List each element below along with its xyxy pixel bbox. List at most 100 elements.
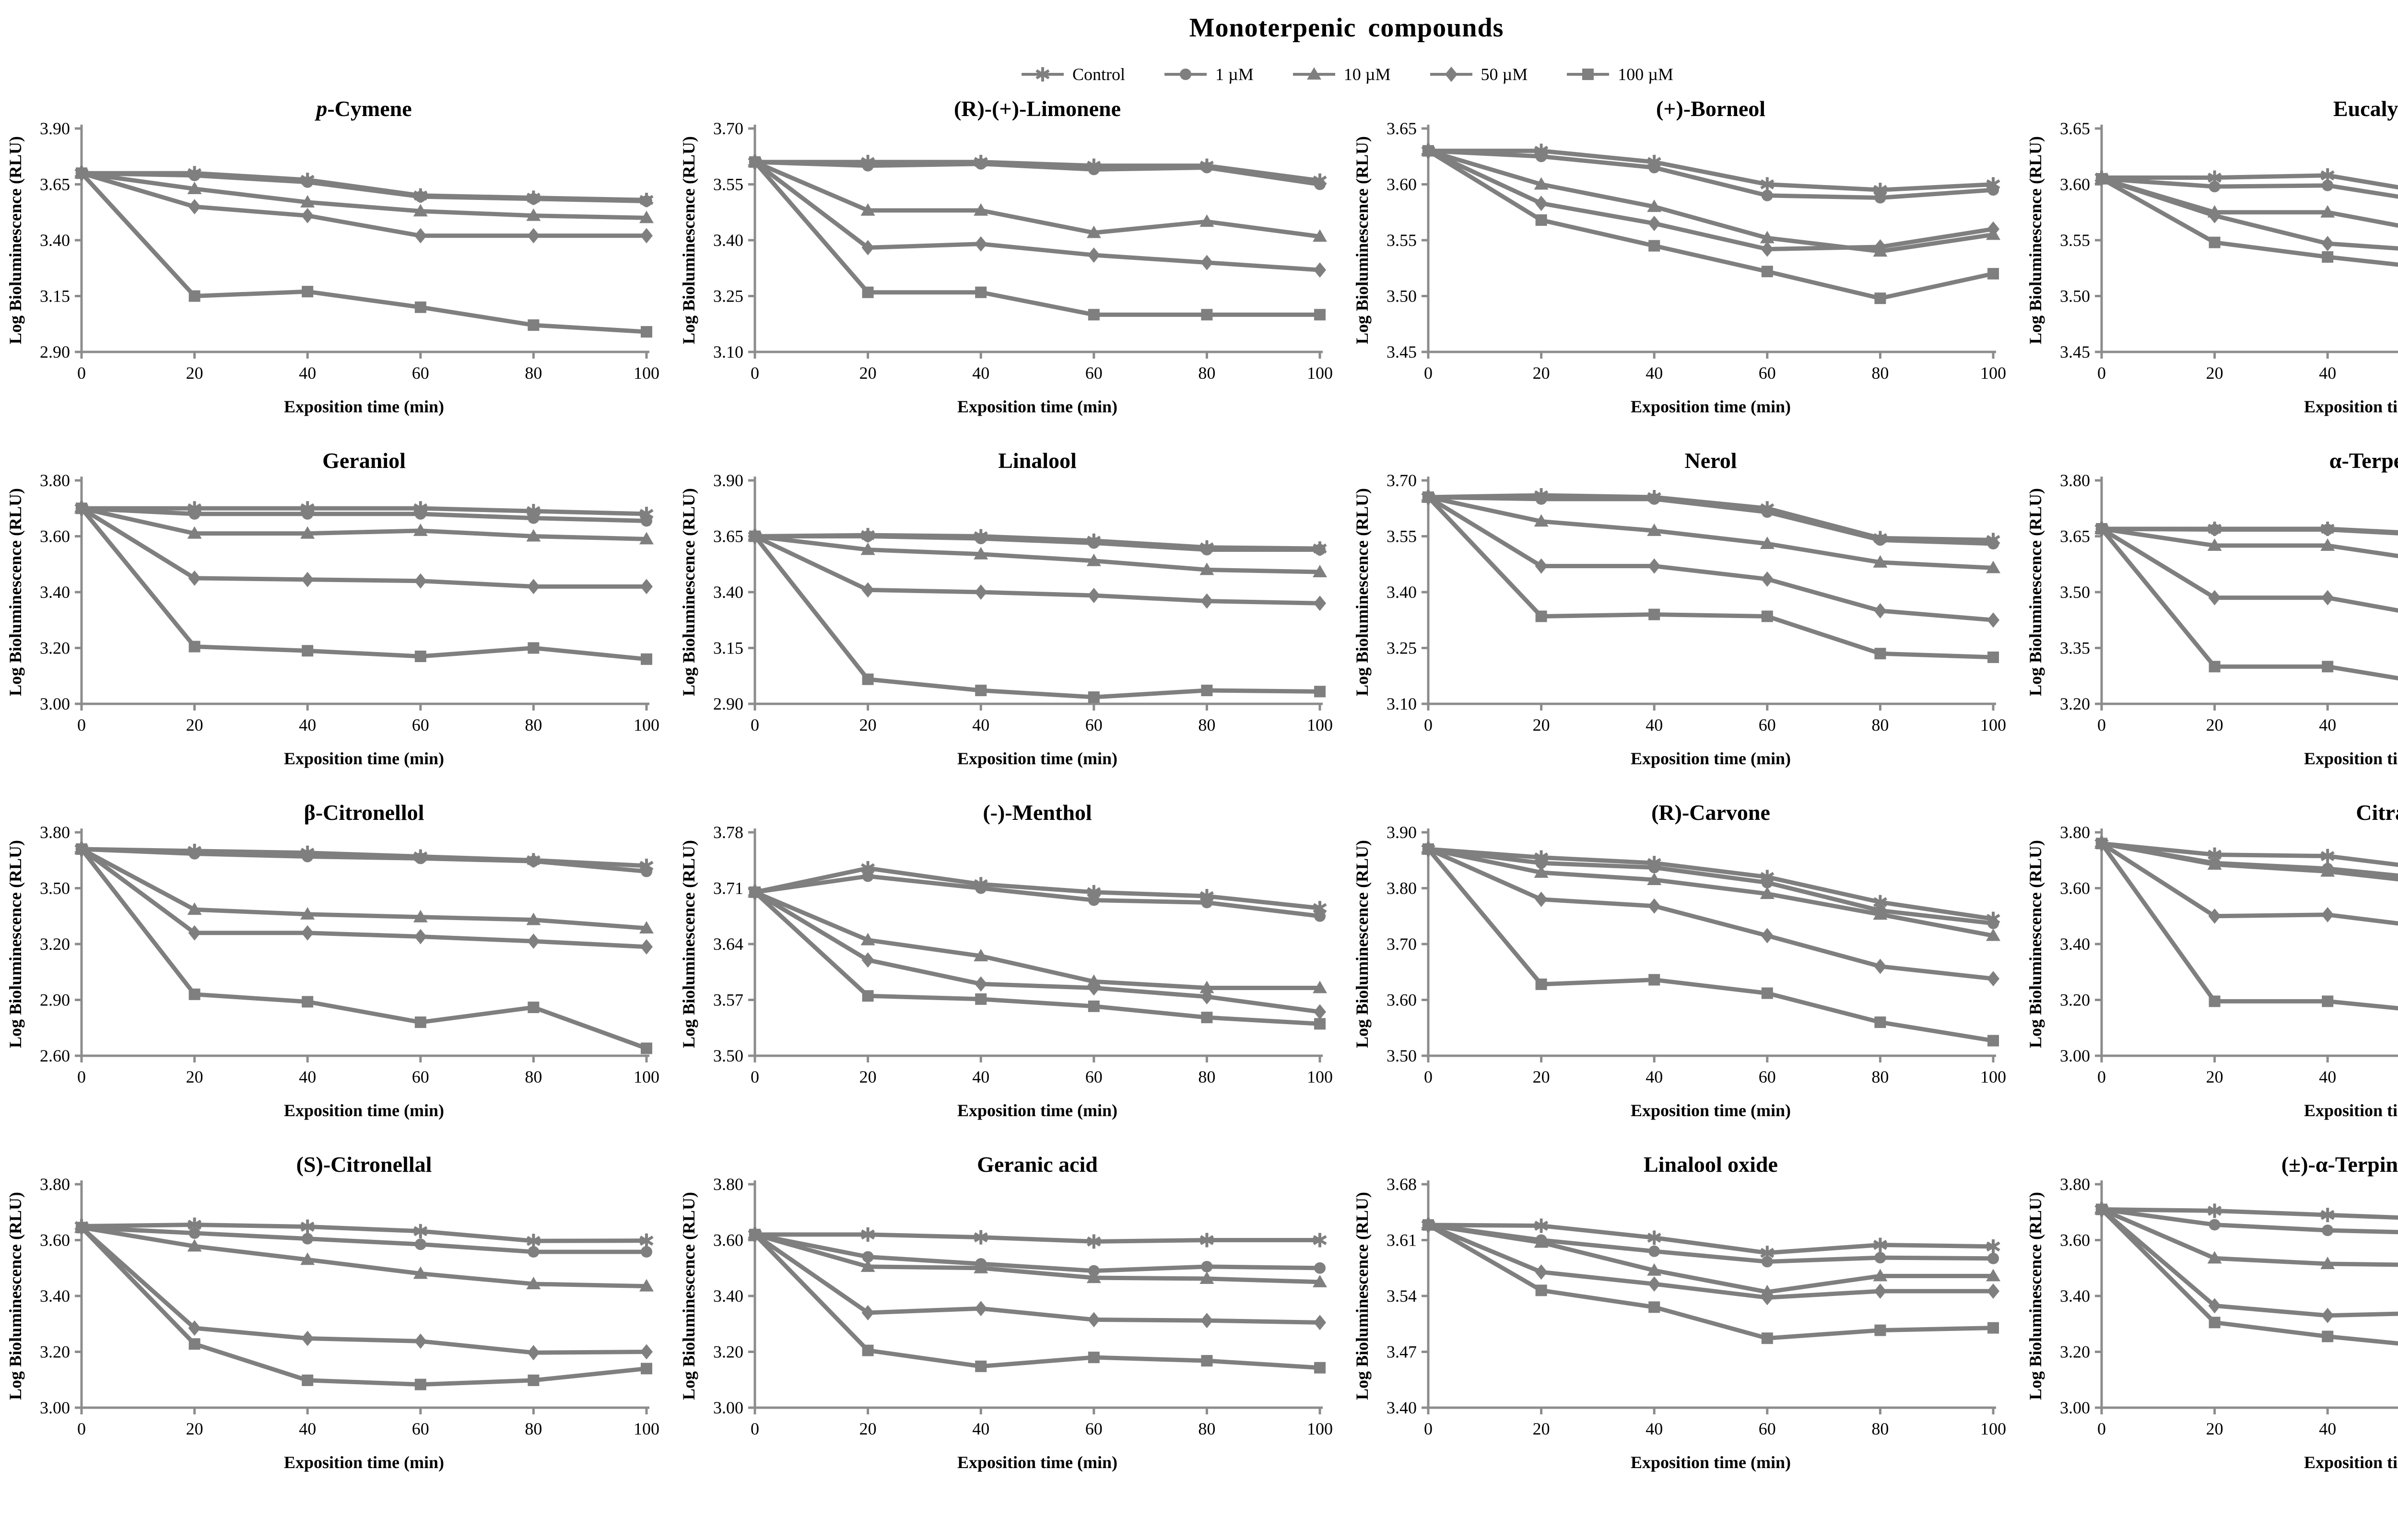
- chart-citral: Citral3.003.203.403.603.80020406080100Lo…: [2020, 797, 2398, 1149]
- x-tick-label: 20: [186, 363, 203, 383]
- diamond-marker-icon: [1200, 1313, 1213, 1329]
- triangle-marker-icon: [300, 526, 315, 539]
- square-marker-icon: [1582, 69, 1594, 80]
- x-tick-label: 20: [2206, 363, 2223, 383]
- circle-marker-icon: [1987, 917, 1999, 929]
- y-tick-label: 3.65: [713, 527, 743, 546]
- y-axis-label: Log Bioluminescence (RLU): [2026, 488, 2045, 696]
- circle-marker-icon: [2322, 1225, 2334, 1237]
- star-marker-icon: [1760, 177, 1775, 192]
- y-tick-label: 3.25: [713, 287, 743, 306]
- diamond-marker-icon: [975, 976, 987, 992]
- y-tick-label: 3.60: [713, 1231, 743, 1250]
- x-tick-label: 20: [186, 1419, 203, 1438]
- circle-marker-icon: [1761, 1256, 1773, 1268]
- circle-marker-icon: [1987, 1252, 1999, 1264]
- triangle-marker-icon: [1199, 980, 1214, 993]
- series-50-m: [1422, 489, 1999, 628]
- y-tick-label: 3.60: [1387, 991, 1417, 1010]
- triangle-marker-icon: [1986, 928, 2000, 941]
- circle-marker-icon: [1535, 857, 1547, 869]
- x-tick-label: 80: [1198, 1419, 1215, 1438]
- circle-marker-icon: [1314, 1262, 1326, 1274]
- diamond-marker-icon: [188, 925, 201, 941]
- diamond-marker-icon: [2321, 1307, 2334, 1323]
- x-tick-label: 60: [412, 715, 429, 735]
- y-tick-label: 3.65: [2060, 527, 2090, 546]
- diamond-marker-icon: [188, 199, 201, 215]
- y-tick-label: 3.20: [40, 639, 70, 658]
- triangle-marker-icon: [1760, 537, 1775, 549]
- circle-marker-icon: [414, 508, 426, 520]
- chart-title: p-Cymene: [314, 96, 411, 121]
- diamond-marker-icon: [188, 570, 201, 586]
- x-tick-label: 0: [1424, 715, 1433, 735]
- circle-marker-icon: [2209, 1219, 2221, 1231]
- chart-terpinyl-acetate: (±)-α-Terpinyl acetate 3.00 3.20 3.40 3.60 3.…: [2020, 1149, 2398, 1501]
- square-marker-icon: [188, 641, 200, 653]
- x-tick-label: 100: [1980, 363, 2006, 383]
- triangle-marker-icon: [1534, 514, 1549, 527]
- square-marker-icon: [1088, 309, 1100, 321]
- circle-marker-icon: [641, 1246, 652, 1258]
- legend-marker: [1164, 69, 1207, 80]
- x-tick-label: 80: [525, 363, 542, 383]
- x-tick-label: 0: [2097, 715, 2106, 735]
- diamond-marker-icon: [1761, 241, 1774, 257]
- diamond-marker-icon: [640, 1344, 653, 1360]
- diamond-marker-icon: [2208, 908, 2221, 924]
- y-tick-label: 3.15: [713, 639, 743, 658]
- x-tick-label: 20: [859, 715, 877, 735]
- circle-marker-icon: [414, 1238, 426, 1250]
- y-axis-label: Log Bioluminescence (RLU): [2026, 840, 2045, 1048]
- x-tick-label: 100: [1307, 715, 1333, 735]
- legend: Control 1 µM 10 µM 50 µM 100 µM: [0, 64, 2398, 84]
- circle-marker-icon: [641, 195, 652, 207]
- square-marker-icon: [2322, 995, 2334, 1007]
- line-chart-canvas: Linalool oxide 3.40 3.47 3.54 3.61 3.68 0 20 40 6…: [1352, 1152, 2006, 1472]
- circle-marker-icon: [1088, 894, 1100, 906]
- y-tick-label: 3.80: [40, 471, 70, 490]
- x-tick-label: 40: [972, 363, 989, 383]
- y-tick-label: 3.90: [40, 119, 70, 138]
- diamond-marker-icon: [640, 939, 653, 955]
- chart-geraniol: Geraniol 3.00 3.20 3.40 3.60 3.80 0 20 40 60 80 100…: [0, 445, 673, 797]
- y-tick-label: 3.50: [713, 1046, 743, 1065]
- square-marker-icon: [749, 156, 761, 168]
- y-tick-label: 3.50: [2060, 287, 2090, 306]
- triangle-marker-icon: [187, 902, 202, 915]
- diamond-marker-icon: [1761, 1290, 1774, 1306]
- x-axis-label: Exposition time (min): [957, 749, 1117, 768]
- square-marker-icon: [1088, 1352, 1100, 1364]
- chart-r-limonene: (R)-(+)-Limonene 3.10 3.25 3.40 3.55 3.70 0 20 4…: [673, 93, 1347, 445]
- y-tick-label: 3.65: [2060, 119, 2090, 138]
- diamond-marker-icon: [414, 929, 427, 945]
- diamond-marker-icon: [861, 952, 874, 968]
- square-marker-icon: [414, 650, 426, 662]
- y-tick-label: 3.20: [713, 1342, 743, 1362]
- circle-marker-icon: [1761, 189, 1773, 201]
- x-tick-label: 100: [1980, 715, 2006, 735]
- x-tick-label: 60: [412, 1419, 429, 1438]
- star-marker-icon: [861, 1227, 875, 1242]
- diamond-marker-icon: [1200, 593, 1213, 609]
- line-chart-canvas: Linalool 2.90 3.15 3.40 3.65 3.90 0 20 40 60 80 100…: [679, 448, 1333, 768]
- y-tick-label: 3.20: [40, 1342, 70, 1362]
- square-marker-icon: [641, 326, 652, 338]
- diamond-marker-icon: [527, 228, 540, 244]
- square-marker-icon: [641, 1363, 652, 1375]
- x-axis-label: Exposition time (min): [957, 1453, 1117, 1472]
- triangle-marker-icon: [2320, 205, 2335, 218]
- y-tick-label: 3.40: [40, 1286, 70, 1306]
- square-marker-icon: [1761, 1332, 1773, 1344]
- circle-marker-icon: [414, 852, 426, 864]
- y-tick-label: 3.40: [1387, 1398, 1417, 1417]
- square-marker-icon: [1422, 145, 1434, 157]
- x-tick-label: 20: [1533, 715, 1550, 735]
- star-marker-icon: [974, 1230, 988, 1245]
- x-tick-label: 80: [1198, 1067, 1215, 1086]
- square-marker-icon: [414, 301, 426, 313]
- y-tick-label: 3.60: [2060, 879, 2090, 898]
- y-tick-label: 3.55: [2060, 231, 2090, 250]
- y-tick-label: 3.55: [713, 175, 743, 194]
